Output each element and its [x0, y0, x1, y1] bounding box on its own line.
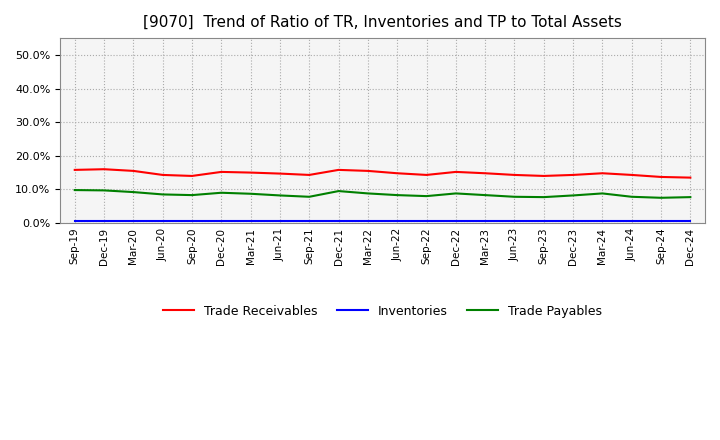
Trade Payables — [422, 194, 431, 199]
Trade Receivables — [481, 171, 490, 176]
Inventories — [569, 218, 577, 223]
Line: Trade Payables: Trade Payables — [75, 190, 690, 198]
Trade Receivables — [334, 167, 343, 172]
Inventories — [510, 218, 519, 223]
Title: [9070]  Trend of Ratio of TR, Inventories and TP to Total Assets: [9070] Trend of Ratio of TR, Inventories… — [143, 15, 622, 30]
Trade Payables — [598, 191, 607, 196]
Trade Payables — [393, 192, 402, 198]
Trade Payables — [217, 190, 225, 195]
Inventories — [364, 218, 372, 223]
Trade Receivables — [217, 169, 225, 175]
Inventories — [422, 218, 431, 223]
Inventories — [158, 218, 167, 223]
Trade Payables — [246, 191, 255, 196]
Trade Receivables — [188, 173, 197, 179]
Inventories — [305, 218, 314, 223]
Trade Receivables — [305, 172, 314, 178]
Trade Receivables — [569, 172, 577, 178]
Inventories — [451, 218, 460, 223]
Trade Payables — [364, 191, 372, 196]
Inventories — [129, 218, 138, 223]
Trade Payables — [539, 194, 548, 200]
Inventories — [217, 218, 225, 223]
Trade Payables — [158, 192, 167, 197]
Trade Payables — [657, 195, 665, 201]
Trade Payables — [510, 194, 519, 199]
Inventories — [100, 218, 109, 223]
Inventories — [598, 218, 607, 223]
Trade Receivables — [451, 169, 460, 175]
Inventories — [539, 218, 548, 223]
Trade Payables — [305, 194, 314, 199]
Trade Receivables — [627, 172, 636, 178]
Legend: Trade Receivables, Inventories, Trade Payables: Trade Receivables, Inventories, Trade Pa… — [158, 300, 607, 323]
Trade Payables — [71, 187, 79, 193]
Line: Trade Receivables: Trade Receivables — [75, 169, 690, 178]
Trade Receivables — [246, 170, 255, 175]
Trade Payables — [188, 192, 197, 198]
Inventories — [334, 218, 343, 223]
Trade Payables — [276, 193, 284, 198]
Inventories — [276, 218, 284, 223]
Trade Payables — [686, 194, 695, 200]
Trade Payables — [627, 194, 636, 199]
Trade Payables — [481, 192, 490, 198]
Inventories — [686, 218, 695, 223]
Trade Receivables — [158, 172, 167, 178]
Inventories — [188, 218, 197, 223]
Trade Receivables — [657, 174, 665, 180]
Inventories — [627, 218, 636, 223]
Trade Payables — [569, 193, 577, 198]
Trade Receivables — [686, 175, 695, 180]
Trade Payables — [451, 191, 460, 196]
Trade Payables — [334, 188, 343, 194]
Inventories — [246, 218, 255, 223]
Trade Receivables — [539, 173, 548, 179]
Trade Payables — [100, 188, 109, 193]
Trade Receivables — [510, 172, 519, 178]
Inventories — [481, 218, 490, 223]
Trade Payables — [129, 190, 138, 195]
Trade Receivables — [276, 171, 284, 176]
Trade Receivables — [129, 168, 138, 173]
Trade Receivables — [100, 167, 109, 172]
Trade Receivables — [393, 171, 402, 176]
Trade Receivables — [364, 168, 372, 173]
Inventories — [393, 218, 402, 223]
Trade Receivables — [71, 167, 79, 172]
Trade Receivables — [598, 171, 607, 176]
Inventories — [657, 218, 665, 223]
Inventories — [71, 218, 79, 223]
Trade Receivables — [422, 172, 431, 178]
